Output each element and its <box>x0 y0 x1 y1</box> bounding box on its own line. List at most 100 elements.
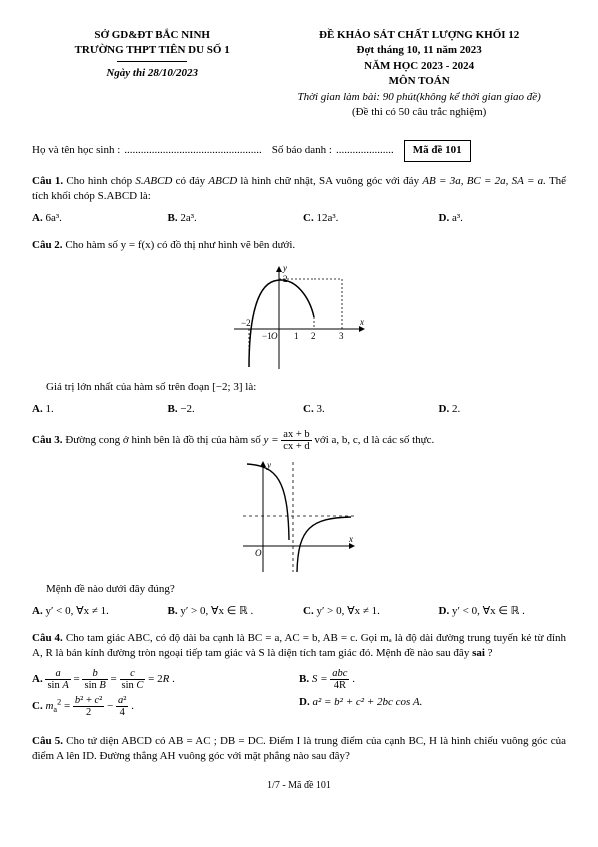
fig1-one: 1 <box>294 331 299 341</box>
graph-1-svg: x y O −1 1 2 3 2 −2 <box>224 259 374 374</box>
title-4: MÔN TOÁN <box>272 74 566 89</box>
q3-B: B. yʹ > 0, ∀x ∈ ℝ . <box>168 604 296 619</box>
header-left: SỞ GD&ĐT BẮC NINH TRƯỜNG THPT TIÊN DU SỐ… <box>32 28 272 120</box>
student-info-row: Họ và tên học sinh : ...................… <box>32 140 566 161</box>
q2-D-val: 2. <box>452 403 460 415</box>
lblC: C. <box>303 212 314 224</box>
q3-D-val: yʹ < 0, ∀x ∈ ℝ . <box>452 605 525 617</box>
question-3: Câu 3. Đường cong ở hình bên là đồ thị c… <box>32 429 566 452</box>
q3-sub: Mệnh đề nào dưới đây đúng? <box>46 582 566 597</box>
q4-end: ? <box>488 647 493 659</box>
divider <box>117 61 187 62</box>
ho-ten-label: Họ và tên học sinh : <box>32 143 120 158</box>
title-2: Đợt tháng 10, 11 năm 2023 <box>272 43 566 58</box>
q1-m1: S.ABCD <box>135 175 172 187</box>
exam-date: Ngày thi 28/10/2023 <box>32 66 272 81</box>
q3-A-val: yʹ < 0, ∀x ≠ 1. <box>45 605 108 617</box>
fig2-y: y <box>266 460 271 470</box>
title-3: NĂM HỌC 2023 - 2024 <box>272 59 566 74</box>
ho-ten-dots: ........................................… <box>124 143 262 158</box>
q3-C-val: yʹ > 0, ∀x ≠ 1. <box>316 605 379 617</box>
q1-m3: AB = 3a, BC = 2a, SA = a. <box>422 175 546 187</box>
fig1-O: O <box>271 331 278 341</box>
q4-D-val: a² = b² + c² + 2bc cos A. <box>312 696 422 708</box>
lblC3: C. <box>303 605 314 617</box>
lblC2: C. <box>303 403 314 415</box>
q2-C-val: 3. <box>316 403 324 415</box>
q2-B: B. −2. <box>168 402 296 417</box>
fig2-O: O <box>255 548 262 558</box>
q4-B-d: 4R <box>330 680 349 691</box>
q3-t1: Đường cong ở hình bên là đồ thị của hàm … <box>65 434 263 446</box>
q3-frac-d: cx + d <box>281 441 311 452</box>
q1-C-val: 12a³. <box>316 212 338 224</box>
q3-label: Câu 3. <box>32 434 63 446</box>
fig1-neg2: −2 <box>241 318 251 328</box>
sbd-label: Số báo danh : <box>272 143 332 158</box>
graph-2-svg: O x y <box>239 458 359 576</box>
page-footer: 1/7 - Mã đề 101 <box>32 779 566 793</box>
q4-D: D. a² = b² + c² + 2bc cos A. <box>299 695 566 718</box>
figure-1: x y O −1 1 2 3 2 −2 <box>32 259 566 374</box>
q3-y: y = <box>263 434 281 446</box>
q3-frac: ax + b cx + d <box>281 429 311 452</box>
q3-answers: A. yʹ < 0, ∀x ≠ 1. B. yʹ > 0, ∀x ∈ ℝ . C… <box>32 604 566 619</box>
q4-B: B. S = abc4R . <box>299 668 566 691</box>
q5-text: Cho tứ diện ABCD có AB = AC ; DB = DC. Đ… <box>32 735 566 762</box>
q1-m2: ABCD <box>208 175 237 187</box>
lblA2: A. <box>32 403 43 415</box>
q1-t1: Cho hình chóp <box>66 175 135 187</box>
q1-D: D. a³. <box>439 211 567 226</box>
q4-label: Câu 4. <box>32 632 63 644</box>
q1-t3: là hình chữ nhật, SA vuông góc với đáy <box>240 175 422 187</box>
q2-sub: Giá trị lớn nhất của hàm số trên đoạn [−… <box>46 380 566 395</box>
lblD: D. <box>439 212 450 224</box>
q2-text: Cho hàm số y = f(x) có đồ thị như hình v… <box>65 239 295 251</box>
q1-B-val: 2a³. <box>180 212 196 224</box>
q1-t2: có đáy <box>176 175 209 187</box>
svg-text:2: 2 <box>283 274 288 284</box>
org-line-1: SỞ GD&ĐT BẮC NINH <box>32 28 272 43</box>
q4-A: A. asin A = bsin B = csin C = 2R . <box>32 668 299 691</box>
q2-A-val: 1. <box>45 403 53 415</box>
q5-label: Câu 5. <box>32 735 63 747</box>
svg-text:y: y <box>282 263 287 273</box>
q1-answers: A. 6a³. B. 2a³. C. 12a³. D. a³. <box>32 211 566 226</box>
q2-answers: A. 1. B. −2. C. 3. D. 2. <box>32 402 566 417</box>
title-1: ĐỀ KHẢO SÁT CHẤT LƯỢNG KHỐI 12 <box>272 28 566 43</box>
q2-C: C. 3. <box>303 402 431 417</box>
sbd-dots: ..................... <box>336 143 394 158</box>
q3-A: A. yʹ < 0, ∀x ≠ 1. <box>32 604 160 619</box>
question-5: Câu 5. Cho tứ diện ABCD có AB = AC ; DB … <box>32 734 566 765</box>
fig1-neg1: −1 <box>262 331 272 341</box>
q4-answers: A. asin A = bsin B = csin C = 2R . B. S … <box>32 668 566 722</box>
q4-text: Cho tam giác ABC, có độ dài ba cạnh là B… <box>32 632 566 659</box>
q1-C: C. 12a³. <box>303 211 431 226</box>
q1-B: B. 2a³. <box>168 211 296 226</box>
q4-B-n: abc <box>330 668 349 680</box>
fig1-three: 3 <box>339 331 344 341</box>
lblA: A. <box>32 212 43 224</box>
lblA4: A. <box>32 673 43 685</box>
q3-B-val: yʹ > 0, ∀x ∈ ℝ . <box>180 605 253 617</box>
q1-D-val: a³. <box>452 212 463 224</box>
question-2: Câu 2. Cho hàm số y = f(x) có đồ thị như… <box>32 238 566 253</box>
title-5: Thời gian làm bài: 90 phút(không kể thời… <box>272 90 566 105</box>
figure-2: O x y <box>32 458 566 576</box>
q1-A-val: 6a³. <box>45 212 61 224</box>
question-1: Câu 1. Cho hình chóp S.ABCD có đáy ABCD … <box>32 174 566 205</box>
q3-t2: với a, b, c, d là các số thực. <box>314 434 434 446</box>
org-line-2: TRƯỜNG THPT TIÊN DU SỐ 1 <box>32 43 272 58</box>
lblA3: A. <box>32 605 43 617</box>
q2-D: D. 2. <box>439 402 567 417</box>
fig2-x: x <box>348 534 353 544</box>
fig1-two: 2 <box>311 331 316 341</box>
q2-A: A. 1. <box>32 402 160 417</box>
lblD2: D. <box>439 403 450 415</box>
lblC4: C. <box>32 700 43 712</box>
lblB: B. <box>168 212 178 224</box>
q4-B-pre: S = <box>312 673 330 685</box>
lblB4: B. <box>299 673 309 685</box>
exam-code-box: Mã đề 101 <box>404 140 471 161</box>
question-4: Câu 4. Cho tam giác ABC, có độ dài ba cạ… <box>32 631 566 662</box>
